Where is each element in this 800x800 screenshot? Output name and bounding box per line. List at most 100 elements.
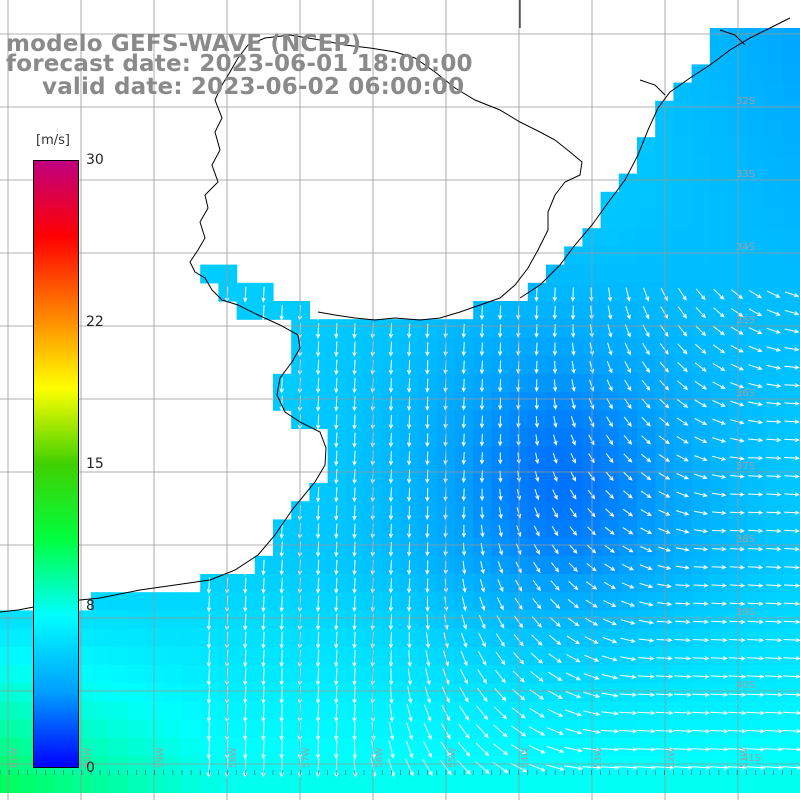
wind-cell <box>163 646 183 666</box>
wind-arrow <box>528 726 546 736</box>
wind-arrow <box>675 583 691 588</box>
wind-cell <box>473 574 492 593</box>
wind-cell <box>600 610 620 630</box>
wind-arrow <box>745 765 766 770</box>
wind-arrow <box>407 650 412 668</box>
wind-cell <box>618 446 638 466</box>
wind-cell <box>764 355 784 375</box>
wind-cell <box>163 610 183 630</box>
wind-cell <box>637 610 656 630</box>
wind-cell <box>764 537 784 557</box>
wind-arrow <box>389 686 394 705</box>
wind-cell <box>491 519 511 539</box>
wind-arrow <box>730 456 745 461</box>
wind-arrow <box>567 617 580 627</box>
wind-cell <box>163 592 183 611</box>
wind-arrow <box>498 434 503 447</box>
wind-cell <box>182 628 201 648</box>
wind-cell <box>728 683 747 702</box>
wind-cell <box>728 137 747 156</box>
wind-arrow <box>279 722 284 741</box>
wind-cell <box>618 646 638 666</box>
wind-arrow <box>243 286 248 303</box>
wind-arrow <box>534 507 540 519</box>
wind-arrow <box>709 747 729 752</box>
wind-arrow <box>784 419 800 424</box>
wind-cell <box>691 228 711 247</box>
wind-arrow <box>479 378 485 393</box>
wind-arrow <box>388 451 394 466</box>
wind-arrow <box>603 600 617 607</box>
wind-cell <box>109 756 128 775</box>
wind-arrow <box>601 674 619 680</box>
wind-cell <box>182 592 201 611</box>
wind-cell <box>527 574 547 593</box>
wind-arrow <box>641 435 652 445</box>
wind-arrow <box>784 309 800 316</box>
wind-cell <box>637 555 656 575</box>
wind-arrow <box>730 307 744 317</box>
wind-cell <box>709 191 729 211</box>
wind-arrow <box>623 435 633 445</box>
wind-cell <box>728 64 747 84</box>
wind-arrow <box>571 342 576 357</box>
wind-cell <box>637 428 656 448</box>
wind-cell <box>600 756 620 775</box>
wind-cell <box>473 756 492 775</box>
wind-cell <box>782 464 800 484</box>
wind-arrow <box>766 455 782 461</box>
wind-arrow <box>279 649 284 668</box>
wind-cell <box>345 756 365 775</box>
wind-arrow <box>425 414 430 430</box>
wind-cell <box>764 555 784 575</box>
wind-arrow <box>585 599 598 608</box>
wind-cell <box>18 701 37 721</box>
wind-cell <box>418 665 438 684</box>
wind-arrow <box>279 685 284 705</box>
wind-arrow <box>676 510 690 516</box>
wind-cell <box>746 646 765 666</box>
wind-cell <box>564 446 583 466</box>
wind-cell <box>455 555 474 575</box>
wind-arrow <box>461 433 466 447</box>
wind-cell <box>527 756 547 775</box>
wind-cell <box>746 82 765 102</box>
wind-arrow <box>730 400 745 407</box>
wind-cell <box>546 628 565 648</box>
wind-cell <box>127 774 147 793</box>
wind-cell <box>18 683 37 702</box>
wind-arrow <box>728 656 747 661</box>
wind-arrow <box>497 360 503 375</box>
wind-arrow <box>709 765 729 770</box>
wind-cell <box>746 537 765 557</box>
wind-arrow <box>782 692 800 697</box>
wind-cell <box>400 756 420 775</box>
wind-arrow <box>334 758 339 778</box>
wind-cell <box>728 646 747 666</box>
wind-arrow <box>552 471 558 482</box>
wind-arrow <box>694 399 708 408</box>
wind-arrow <box>606 397 613 410</box>
wind-cell <box>182 737 201 757</box>
wind-cell <box>564 373 583 393</box>
wind-cell <box>746 246 765 266</box>
wind-cell <box>546 428 565 448</box>
wind-cell <box>728 100 747 120</box>
wind-cell <box>746 210 765 229</box>
wind-arrow <box>711 546 727 552</box>
wind-cell <box>782 46 800 65</box>
wind-cell <box>691 173 711 193</box>
wind-cell <box>782 82 800 102</box>
wind-arrow <box>548 671 563 681</box>
wind-arrow <box>206 595 212 613</box>
wind-cell <box>600 392 620 411</box>
wind-arrow <box>766 419 782 424</box>
wind-arrow <box>695 343 707 354</box>
wind-cell <box>127 646 147 666</box>
wind-cell <box>473 610 492 630</box>
wind-arrow <box>658 528 671 534</box>
wind-arrow <box>692 637 710 643</box>
wind-arrow <box>315 359 321 376</box>
wind-arrow <box>531 634 543 646</box>
wind-cell <box>691 592 711 611</box>
